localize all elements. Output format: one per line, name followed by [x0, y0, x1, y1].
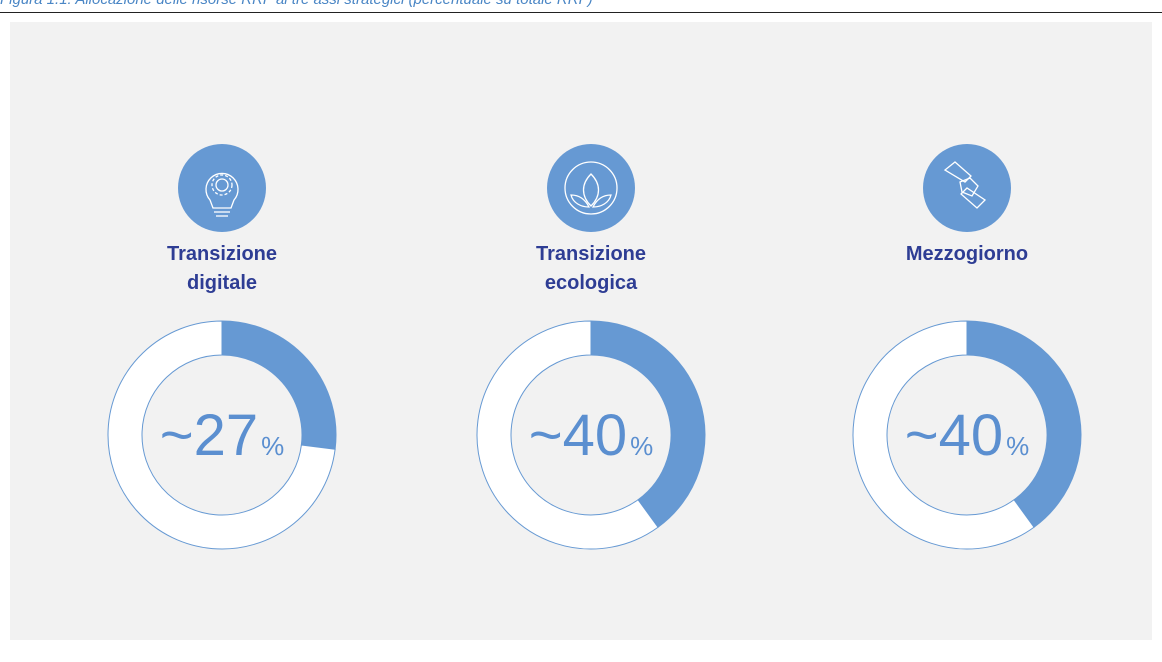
caption: Figura 1.1: Allocazione delle risorse RR…	[0, 0, 593, 8]
rule	[0, 12, 1162, 13]
icon	[547, 144, 635, 232]
chart-title: Mezzogiorno	[905, 243, 1029, 265]
value-text: ~40	[529, 403, 627, 468]
value-text: ~27	[160, 403, 258, 468]
chart-title: Transizione digitale	[166, 243, 278, 294]
donut-segment	[590, 320, 706, 528]
donut-segment	[966, 320, 1082, 528]
value-text: ~40	[905, 403, 1003, 468]
icon	[178, 144, 266, 232]
value-label: ~27%	[160, 403, 285, 468]
chart-title: Transizione ecologica	[535, 243, 647, 294]
icon	[923, 144, 1011, 232]
value-label: ~40%	[905, 403, 1030, 468]
unit-text: %	[1006, 431, 1029, 461]
donut-segment	[852, 320, 1035, 550]
donut-segment	[107, 320, 336, 550]
value-label: ~40%	[529, 403, 654, 468]
unit-text: %	[261, 431, 284, 461]
unit-text: %	[630, 431, 653, 461]
donut-segment	[476, 320, 659, 550]
